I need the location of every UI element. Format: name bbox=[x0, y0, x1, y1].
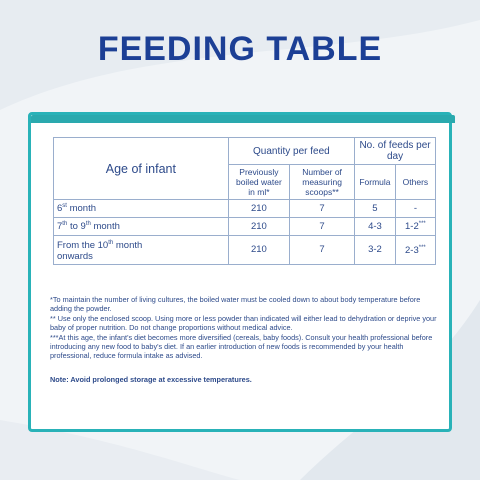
table-row: 7th to 9th month 210 7 4-3 1-2*** bbox=[53, 217, 437, 236]
age-text-2: onwards bbox=[57, 250, 93, 262]
cell-formula: 3-2 bbox=[354, 235, 396, 265]
cell-formula: 5 bbox=[354, 199, 396, 218]
footnotes: *To maintain the number of living cultur… bbox=[50, 295, 440, 384]
age-text: to 9 bbox=[67, 221, 86, 233]
storage-note: Note: Avoid prolonged storage at excessi… bbox=[50, 374, 252, 384]
header-formula: Formula bbox=[354, 164, 396, 200]
age-number: 7 bbox=[57, 221, 63, 233]
age-suffix-2: th bbox=[85, 220, 91, 227]
age-number: From the 10 bbox=[57, 240, 109, 252]
cell-age: 7th to 9th month bbox=[53, 217, 229, 236]
table-row: 6st month 210 7 5 - bbox=[53, 199, 437, 218]
header-quantity: Quantity per feed bbox=[227, 137, 356, 165]
cell-water: 210 bbox=[227, 217, 291, 236]
header-feeds-per-day: No. of feeds per day bbox=[354, 137, 436, 165]
age-suffix: th bbox=[62, 220, 68, 227]
age-text-2: month bbox=[90, 221, 120, 233]
others-marker: *** bbox=[418, 220, 426, 227]
cell-scoops: 7 bbox=[289, 199, 356, 218]
cell-scoops: 7 bbox=[289, 217, 356, 236]
footnote-scoop: ** Use only the enclosed scoop. Using mo… bbox=[50, 313, 437, 333]
age-text: month bbox=[113, 240, 143, 252]
feeding-table: Age of infant Quantity per feed No. of f… bbox=[53, 137, 437, 265]
age-number: 6 bbox=[57, 203, 63, 215]
header-water: Previously boiled water in ml* bbox=[227, 164, 291, 200]
cell-others: - bbox=[394, 199, 437, 218]
cell-water: 210 bbox=[227, 199, 291, 218]
cell-others: 2-3*** bbox=[394, 235, 437, 265]
cell-water: 210 bbox=[227, 235, 291, 265]
others-value: 1-2 bbox=[405, 221, 419, 233]
page-title: FEEDING TABLE bbox=[97, 30, 383, 68]
cell-others: 1-2*** bbox=[394, 217, 437, 236]
panel-accent-bar bbox=[31, 115, 455, 123]
cell-age: 6st month bbox=[53, 199, 229, 218]
header-others: Others bbox=[394, 164, 437, 200]
age-suffix: st bbox=[62, 202, 67, 209]
footnote-water: *To maintain the number of living cultur… bbox=[50, 295, 421, 314]
others-marker: *** bbox=[418, 245, 426, 252]
cell-scoops: 7 bbox=[289, 235, 356, 265]
cell-age: From the 10th month onwards bbox=[53, 235, 229, 265]
header-scoops: Number of measuring scoops** bbox=[289, 164, 356, 200]
header-age: Age of infant bbox=[53, 137, 229, 200]
cell-formula: 4-3 bbox=[354, 217, 396, 236]
others-value: 2-3 bbox=[405, 245, 419, 257]
age-text: month bbox=[66, 203, 97, 215]
age-suffix: th bbox=[108, 240, 114, 247]
table-row: From the 10th month onwards 210 7 3-2 2-3… bbox=[53, 235, 437, 265]
feeding-table-panel: Age of infant Quantity per feed No. of f… bbox=[28, 112, 455, 432]
footnote-diet: ***At this age, the infant's diet become… bbox=[50, 332, 433, 361]
